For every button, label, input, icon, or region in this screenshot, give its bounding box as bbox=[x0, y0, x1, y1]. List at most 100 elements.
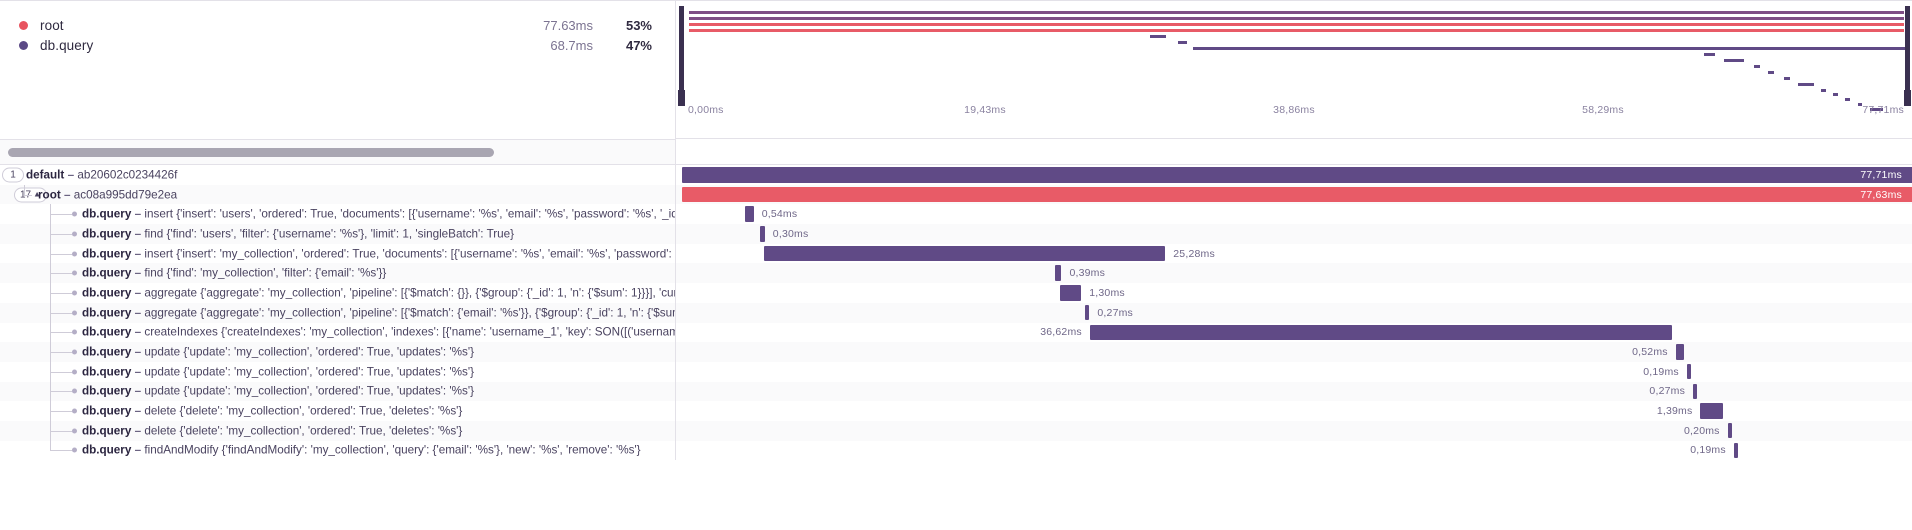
waterfall-track[interactable]: 0,54ms bbox=[676, 204, 1912, 224]
tree-node-dot bbox=[72, 251, 77, 257]
span-detail-text: find {'find': 'users', 'filter': {'usern… bbox=[144, 227, 515, 241]
duration-bar[interactable] bbox=[1686, 363, 1691, 380]
waterfall-track[interactable]: 25,28ms bbox=[676, 244, 1912, 264]
tree-connector-line bbox=[50, 440, 51, 451]
tree-node-dot bbox=[72, 447, 77, 453]
span-label: db.query – aggregate {'aggregate': 'my_c… bbox=[82, 306, 675, 320]
table-row[interactable]: db.query – insert {'insert': 'users', 'o… bbox=[0, 204, 1912, 225]
duration-bar[interactable] bbox=[682, 167, 1912, 183]
table-row[interactable]: db.query – insert {'insert': 'my_collect… bbox=[0, 243, 1912, 264]
duration-bar[interactable] bbox=[1084, 304, 1090, 321]
span-operation-name: db.query bbox=[82, 266, 132, 280]
scrollbar-thumb[interactable] bbox=[8, 148, 494, 157]
waterfall-track[interactable]: 36,62ms bbox=[676, 323, 1912, 343]
waterfall-track[interactable]: 0,39ms bbox=[676, 263, 1912, 283]
waterfall-track[interactable]: 0,30ms bbox=[676, 224, 1912, 244]
duration-bar[interactable] bbox=[1727, 422, 1732, 439]
table-row[interactable]: db.query – delete {'delete': 'my_collect… bbox=[0, 420, 1912, 441]
duration-bar[interactable] bbox=[682, 186, 1912, 203]
duration-bar[interactable] bbox=[763, 245, 1166, 262]
span-detail-text: update {'update': 'my_collection', 'orde… bbox=[144, 345, 475, 359]
span-label: db.query – find {'find': 'users', 'filte… bbox=[82, 227, 515, 241]
minimap-segment bbox=[689, 17, 1904, 20]
tree-connector-line bbox=[50, 381, 51, 402]
axis-tick-2: 38,86ms bbox=[1273, 104, 1315, 116]
waterfall-track[interactable]: 77,63ms bbox=[676, 185, 1912, 205]
table-row[interactable]: db.query – findAndModify {'findAndModify… bbox=[0, 440, 1912, 461]
waterfall-track[interactable]: 1,39ms bbox=[676, 401, 1912, 421]
duration-label: 36,62ms bbox=[1040, 326, 1082, 339]
legend-color-swatch-root bbox=[19, 20, 28, 30]
waterfall-track[interactable]: 1,30ms bbox=[676, 283, 1912, 303]
tree-node-dot bbox=[72, 349, 77, 355]
span-operation-name: db.query bbox=[82, 227, 132, 241]
duration-label: 0,54ms bbox=[761, 208, 798, 221]
timeline-minimap[interactable] bbox=[676, 0, 1912, 140]
legend-item-root[interactable]: root 77.63ms 53% bbox=[0, 15, 676, 35]
duration-bar[interactable] bbox=[1675, 344, 1685, 360]
duration-bar[interactable] bbox=[1700, 403, 1723, 419]
span-operation-name: db.query bbox=[82, 345, 132, 359]
duration-bar[interactable] bbox=[745, 206, 754, 222]
legend-item-db-query[interactable]: db.query 68.7ms 47% bbox=[0, 35, 676, 55]
axis-tick-0: 0,00ms bbox=[688, 104, 724, 116]
duration-bar[interactable] bbox=[1060, 285, 1082, 301]
tree-node-dot bbox=[72, 329, 77, 335]
waterfall-track[interactable]: 0,19ms bbox=[676, 441, 1912, 461]
table-row[interactable]: 1 default – ab20602c0234426f 77,71ms bbox=[0, 165, 1912, 185]
table-row[interactable]: db.query – delete {'delete': 'my_collect… bbox=[0, 401, 1912, 421]
duration-label: 1,30ms bbox=[1089, 286, 1125, 299]
span-detail-text: findAndModify {'findAndModify': 'my_coll… bbox=[144, 443, 641, 457]
tree-connector-line bbox=[50, 263, 51, 284]
span-detail-text: aggregate {'aggregate': 'my_collection',… bbox=[144, 306, 675, 320]
axis-tick-3: 58,29ms bbox=[1582, 104, 1624, 116]
duration-bar[interactable] bbox=[1089, 324, 1673, 340]
duration-label: 1,39ms bbox=[1656, 405, 1693, 418]
table-row[interactable]: db.query – aggregate {'aggregate': 'my_c… bbox=[0, 302, 1912, 323]
waterfall-track[interactable]: 0,19ms bbox=[676, 362, 1912, 382]
tree-node-dot bbox=[72, 231, 77, 237]
waterfall-track[interactable]: 77,71ms bbox=[676, 165, 1912, 185]
span-label: default – ab20602c0234426f bbox=[26, 168, 178, 182]
table-row[interactable]: db.query – aggregate {'aggregate': 'my_c… bbox=[0, 283, 1912, 303]
span-label: db.query – update {'update': 'my_collect… bbox=[82, 384, 475, 398]
minimap-right-handle[interactable] bbox=[1904, 6, 1911, 106]
duration-label: 0,19ms bbox=[1690, 444, 1726, 457]
span-rows: 1 default – ab20602c0234426f 77,71ms 17 ▲ roo… bbox=[0, 165, 1912, 530]
duration-bar[interactable] bbox=[759, 226, 765, 242]
span-operation-name: db.query bbox=[82, 207, 132, 221]
table-row[interactable]: db.query – createIndexes {'createIndexes… bbox=[0, 322, 1912, 343]
span-operation-name: db.query bbox=[82, 325, 132, 339]
waterfall-track[interactable]: 0,27ms bbox=[676, 382, 1912, 402]
minimap-segment bbox=[1178, 41, 1187, 44]
duration-bar[interactable] bbox=[1693, 383, 1698, 400]
table-row[interactable]: db.query – find {'find': 'my_collection'… bbox=[0, 263, 1912, 284]
table-row[interactable]: db.query – find {'find': 'users', 'filte… bbox=[0, 224, 1912, 244]
duration-label: 25,28ms bbox=[1173, 247, 1215, 260]
span-operation-name: db.query bbox=[82, 247, 132, 261]
span-operation-name: db.query bbox=[82, 286, 132, 300]
waterfall-track[interactable]: 0,52ms bbox=[676, 342, 1912, 362]
span-operation-name: db.query bbox=[82, 365, 132, 379]
tree-connector-line bbox=[50, 312, 72, 314]
tree-connector-line bbox=[50, 430, 72, 432]
span-detail-text: delete {'delete': 'my_collection', 'orde… bbox=[144, 424, 463, 438]
waterfall-track[interactable]: 0,20ms bbox=[676, 421, 1912, 441]
minimap-segment bbox=[1857, 103, 1863, 106]
table-row[interactable]: db.query – update {'update': 'my_collect… bbox=[0, 342, 1912, 362]
minimap-segment bbox=[1845, 98, 1851, 101]
tree-connector-line bbox=[24, 184, 25, 195]
span-detail-text: update {'update': 'my_collection', 'orde… bbox=[144, 384, 475, 398]
waterfall-track[interactable]: 0,27ms bbox=[676, 303, 1912, 323]
legend-label-db-query: db.query bbox=[40, 37, 94, 53]
duration-bar[interactable] bbox=[1055, 265, 1062, 281]
minimap-segment bbox=[689, 23, 1904, 26]
tree-connector-line bbox=[50, 302, 51, 323]
table-row[interactable]: db.query – update {'update': 'my_collect… bbox=[0, 381, 1912, 402]
duration-bar[interactable] bbox=[1733, 442, 1738, 459]
tree-horizontal-scrollbar[interactable] bbox=[0, 140, 676, 165]
minimap-left-handle[interactable] bbox=[678, 6, 685, 106]
child-count-badge[interactable]: 1 bbox=[2, 167, 24, 183]
table-row[interactable]: 17 ▲ root – ac08a995dd79e2ea 77,63ms bbox=[0, 184, 1912, 205]
table-row[interactable]: db.query – update {'update': 'my_collect… bbox=[0, 361, 1912, 382]
